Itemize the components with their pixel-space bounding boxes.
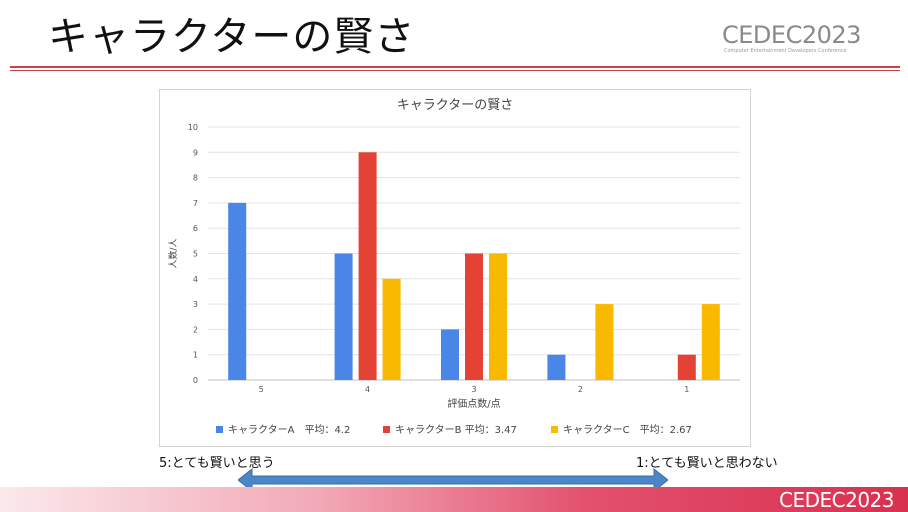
y-axis-label: 人数/人 (167, 238, 179, 268)
cedec-logo-text: CEDEC2023 (722, 21, 861, 49)
slide-title: キャラクターの賢さ (48, 14, 416, 60)
y-tick-label: 1 (193, 351, 198, 360)
scale-label-high: 5:とても賢いと思う (159, 456, 275, 471)
x-tick-label: 5 (259, 385, 264, 394)
double-arrow-shape (238, 468, 668, 492)
y-tick-label: 2 (193, 325, 198, 334)
bar-chart: キャラクターの賢さ 0 1 2 3 4 5 6 7 8 9 10 人数/人 5 4 3 2 1 評価点数/点キャラク… (167, 98, 740, 436)
bar (489, 253, 507, 380)
y-tick-label: 9 (193, 148, 198, 157)
bar (465, 253, 483, 380)
x-axis-label: 評価点数/点 (447, 397, 500, 410)
bar (358, 152, 377, 380)
legend-label: キャラクターB 平均：3.47 (395, 424, 517, 436)
x-tick-label: 3 (471, 385, 476, 394)
footer-logo: CEDEC2023 (778, 488, 895, 512)
y-tick-label: 7 (193, 199, 198, 208)
scale-label-low: 1:とても賢いと思わない (636, 456, 778, 471)
bar (334, 253, 353, 380)
y-tick-label: 8 (193, 174, 198, 183)
legend-swatch (383, 426, 390, 433)
bar (382, 278, 401, 380)
x-tick-label: 2 (578, 385, 583, 394)
bar (701, 304, 720, 380)
y-tick-label: 3 (193, 300, 198, 309)
y-tick-label: 4 (193, 275, 198, 284)
legend-swatch (216, 426, 223, 433)
y-tick-label: 0 (193, 376, 198, 385)
bar (547, 354, 566, 380)
footer-band (0, 487, 908, 512)
chart-container: キャラクターの賢さ 0 1 2 3 4 5 6 7 8 9 10 人数/人 5 4 3 2 1 評価点数/点キャラク… (159, 89, 751, 447)
bar (228, 202, 247, 380)
chart-title: キャラクターの賢さ (397, 98, 513, 113)
bar (441, 329, 459, 380)
x-tick-label: 4 (365, 385, 370, 394)
y-tick-label: 6 (193, 224, 198, 233)
x-tick-label: 1 (684, 385, 689, 394)
y-tick-label: 5 (193, 250, 198, 259)
title-divider (10, 66, 900, 68)
legend-swatch (551, 426, 558, 433)
legend-label: キャラクターC 平均：2.67 (563, 424, 692, 436)
double-arrow-icon (238, 468, 668, 492)
cedec-logo-subtitle: Computer Entertainment Developers Confer… (724, 48, 847, 54)
cedec-logo: CEDEC2023 Computer Entertainment Develop… (722, 22, 872, 62)
legend-label: キャラクターA 平均：4.2 (228, 424, 350, 436)
title-divider-thin (10, 70, 900, 71)
bar (595, 304, 614, 380)
bar (677, 354, 696, 380)
y-tick-label: 10 (188, 123, 198, 132)
